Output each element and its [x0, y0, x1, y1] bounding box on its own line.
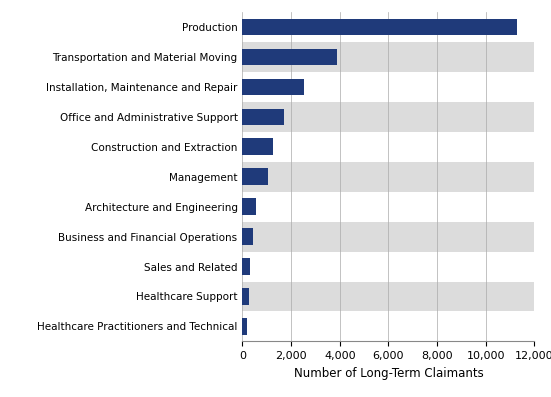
Bar — [242, 252, 534, 281]
Bar — [242, 102, 534, 132]
Bar — [242, 312, 534, 341]
Bar — [242, 288, 249, 305]
Bar — [242, 198, 256, 215]
Bar — [242, 42, 534, 72]
Bar — [242, 48, 337, 65]
Bar — [242, 132, 534, 162]
Bar — [242, 281, 534, 312]
Bar — [242, 12, 534, 42]
Bar — [242, 19, 517, 35]
Bar — [242, 318, 247, 335]
Bar — [242, 222, 534, 252]
Bar — [242, 162, 534, 192]
Bar — [242, 228, 253, 245]
Bar — [242, 258, 250, 275]
Bar — [242, 168, 268, 185]
Bar — [242, 108, 284, 125]
Bar — [242, 139, 273, 155]
Bar — [242, 79, 305, 95]
Bar — [242, 72, 534, 102]
Bar — [242, 192, 534, 222]
X-axis label: Number of Long-Term Claimants: Number of Long-Term Claimants — [294, 367, 483, 380]
